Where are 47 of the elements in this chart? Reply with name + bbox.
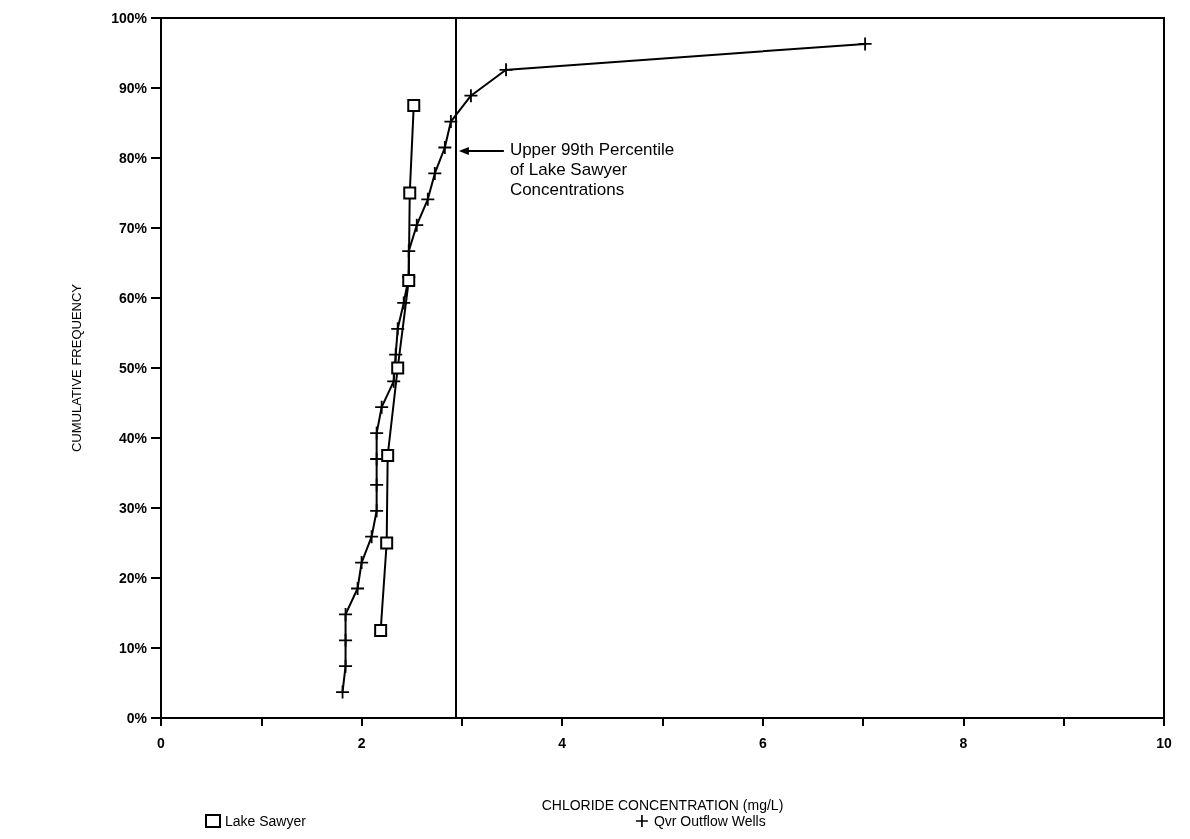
point (403, 186, 417, 200)
point (410, 218, 424, 232)
y-tick-label: 20% (118, 570, 148, 586)
point (444, 115, 458, 129)
x-tick-label: 2 (357, 735, 366, 751)
ref-line-label: Upper 99th Percentile of Lake Sawyer Concentrations (509, 140, 675, 199)
point (370, 504, 384, 518)
point (391, 322, 405, 336)
x-axis-title: CHLORIDE CONCENTRATION (mg/L) (541, 797, 784, 813)
y-tick-label: 80% (118, 150, 148, 166)
x-tick-label: 10 (1156, 735, 1172, 751)
y-tick-label: 60% (118, 290, 148, 306)
y-tick-label: 90% (118, 80, 148, 96)
point (380, 536, 394, 550)
point (428, 166, 442, 180)
point (407, 99, 421, 112)
legend-label: Lake Sawyer (225, 813, 307, 829)
point (370, 426, 384, 440)
y-tick-label: 30% (118, 500, 148, 516)
x-tick-label: 4 (558, 735, 567, 751)
y-tick-label: 40% (118, 430, 148, 446)
point (370, 478, 384, 492)
point (391, 361, 405, 375)
point (389, 348, 403, 362)
y-tick-label: 70% (118, 220, 148, 236)
point (402, 274, 416, 287)
point (375, 400, 389, 414)
x-tick-label: 0 (157, 735, 166, 751)
point (464, 89, 478, 103)
y-tick-label: 50% (118, 360, 148, 376)
y-tick-label: 10% (118, 640, 148, 656)
x-tick-label: 8 (959, 735, 968, 751)
point (374, 624, 388, 637)
point (370, 452, 384, 466)
y-axis-title: CUMULATIVE FREQUENCY (69, 283, 84, 453)
point (365, 530, 379, 544)
point (499, 63, 513, 77)
point (397, 296, 411, 310)
point (387, 374, 401, 388)
x-tick-label: 6 (758, 735, 767, 751)
y-tick-label: 0% (126, 710, 148, 726)
point (421, 192, 435, 206)
point (355, 556, 369, 570)
point (381, 449, 395, 462)
legend-label: Qvr Outflow Wells (653, 813, 766, 829)
point (858, 37, 872, 51)
y-tick-label: 100% (111, 10, 148, 26)
